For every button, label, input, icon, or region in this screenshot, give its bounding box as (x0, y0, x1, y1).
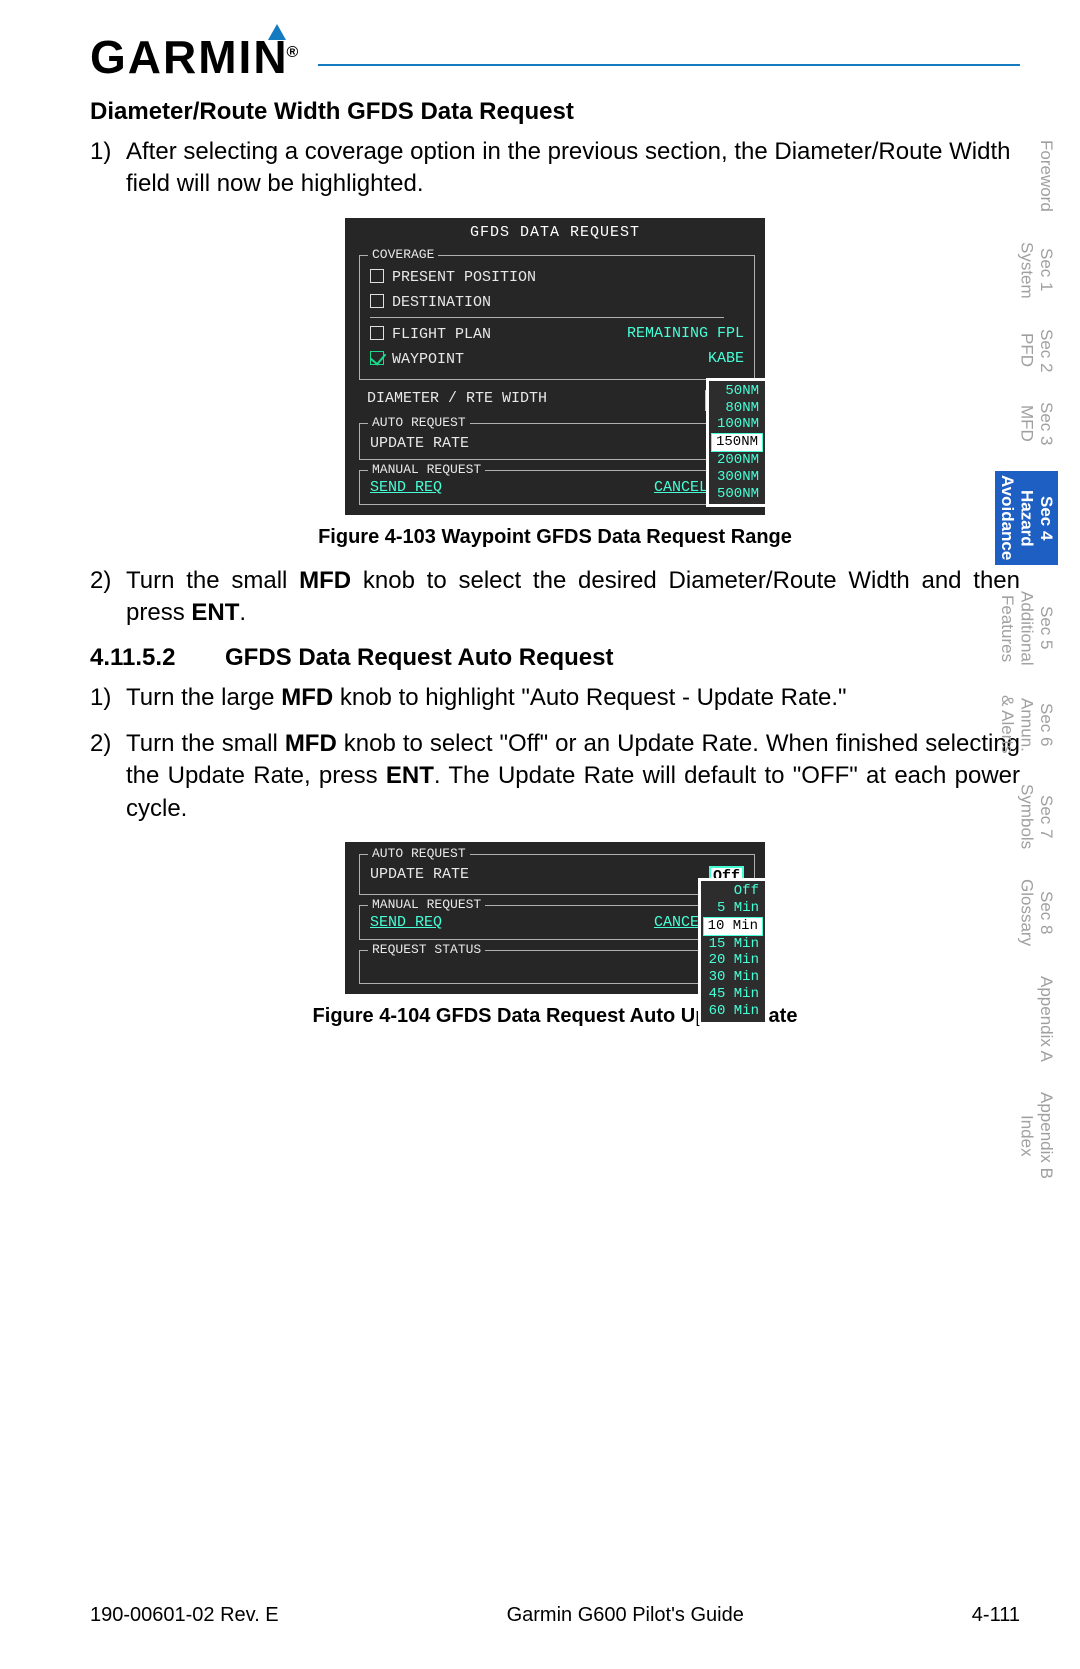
screen-title: GFDS DATA REQUEST (345, 218, 765, 247)
step-number: 1) (90, 136, 126, 201)
coverage-legend: COVERAGE (368, 247, 438, 262)
coverage-present: PRESENT POSITION (370, 264, 744, 289)
checkbox-icon (370, 294, 384, 308)
update-rate-line: UPDATE RATE (370, 432, 744, 455)
checkbox-checked-icon (370, 351, 384, 365)
dropdown-option: 200NM (711, 452, 763, 469)
footer-center: Garmin G600 Pilot's Guide (507, 1604, 744, 1627)
rate-dropdown: Off5 Min10 Min15 Min20 Min30 Min45 Min60… (698, 878, 768, 1024)
figure-104-caption: Figure 4-104 GFDS Data Request Auto Upda… (90, 1005, 1020, 1028)
update-rate-line-2: UPDATE RATE Off (370, 863, 744, 890)
step-number: 2) (90, 565, 126, 630)
tab-sec1[interactable]: Sec 1 System (995, 238, 1058, 303)
tab-appendix-b[interactable]: Appendix B Index (995, 1088, 1058, 1183)
registered-mark: ® (287, 44, 301, 61)
auto-legend: AUTO REQUEST (368, 415, 470, 430)
tab-sec6[interactable]: Sec 6 Annun. & Alerts (995, 691, 1058, 758)
garmin-logo: GARMIN® (90, 30, 300, 84)
dropdown-option: 5 Min (703, 900, 763, 917)
page-header: GARMIN® (90, 30, 1020, 84)
auto-request-group: AUTO REQUEST UPDATE RATE (359, 423, 755, 460)
step-text: After selecting a coverage option in the… (126, 136, 1020, 201)
figure-103-caption: Figure 4-103 Waypoint GFDS Data Request … (90, 526, 1020, 549)
section-number: 4.11.5.2 (90, 644, 225, 672)
wpt-value: KABE (708, 350, 744, 367)
button-row: SEND REQ CANCEL REQ (370, 477, 744, 498)
step-text: Turn the small MFD knob to select "Off" … (126, 728, 1020, 825)
dropdown-option: 20 Min (703, 952, 763, 969)
dropdown-option: 300NM (711, 469, 763, 486)
side-tabs: Foreword Sec 1 System Sec 2 PFD Sec 3 MF… (995, 136, 1058, 1183)
coverage-group: COVERAGE PRESENT POSITION DESTINATION FL… (359, 255, 755, 380)
status-legend: REQUEST STATUS (368, 942, 485, 957)
dropdown-option: 60 Min (703, 1003, 763, 1020)
dropdown-option: 15 Min (703, 936, 763, 953)
step-number: 1) (90, 682, 126, 714)
fpl-value: REMAINING FPL (627, 325, 744, 342)
gfds-screen-1: GFDS DATA REQUEST COVERAGE PRESENT POSIT… (345, 215, 765, 518)
tab-sec4-active[interactable]: Sec 4 Hazard Avoidance (995, 471, 1058, 564)
dropdown-option: 500NM (711, 486, 763, 503)
header-rule (318, 64, 1020, 66)
checkbox-icon (370, 269, 384, 283)
coverage-wpt: WAYPOINT KABE (370, 346, 744, 371)
gfds-screen-2: AUTO REQUEST UPDATE RATE Off MANUAL REQU… (345, 839, 765, 997)
figure-103: GFDS DATA REQUEST COVERAGE PRESENT POSIT… (90, 215, 1020, 518)
tab-sec3[interactable]: Sec 3 MFD (995, 398, 1058, 449)
button-row-2: SEND REQ CANCEL REQ (370, 912, 744, 933)
logo-triangle-icon (268, 24, 286, 40)
section1-steps: 1) After selecting a coverage option in … (90, 136, 1020, 201)
section-title-diameter: Diameter/Route Width GFDS Data Request (90, 98, 1020, 126)
send-req-button-2: SEND REQ (370, 914, 442, 931)
manual-legend: MANUAL REQUEST (368, 462, 485, 477)
manual-legend-2: MANUAL REQUEST (368, 897, 485, 912)
section1-steps-cont: 2) Turn the small MFD knob to select the… (90, 565, 1020, 630)
dropdown-option: Off (703, 883, 763, 900)
logo-text: GARMIN (90, 31, 289, 83)
step-2-2: 2) Turn the small MFD knob to select "Of… (90, 728, 1020, 825)
request-status-group: REQUEST STATUS (359, 950, 755, 984)
step-number: 2) (90, 728, 126, 825)
dropdown-option: 45 Min (703, 986, 763, 1003)
dropdown-option: 80NM (711, 400, 763, 417)
tab-sec7[interactable]: Sec 7 Symbols (995, 780, 1058, 853)
section-title-auto-request: 4.11.5.2GFDS Data Request Auto Request (90, 644, 1020, 672)
tab-foreword[interactable]: Foreword (995, 136, 1058, 216)
step-1-2: 2) Turn the small MFD knob to select the… (90, 565, 1020, 630)
dropdown-option: 10 Min (703, 917, 763, 936)
range-dropdown: 50NM80NM100NM150NM200NM300NM500NM (706, 378, 768, 508)
footer-right: 4-111 (972, 1604, 1020, 1627)
tab-appendix-a[interactable]: Appendix A (995, 972, 1058, 1066)
step-2-1: 1) Turn the large MFD knob to highlight … (90, 682, 1020, 714)
page-footer: 190-00601-02 Rev. E Garmin G600 Pilot's … (90, 1604, 1020, 1627)
step-text: Turn the large MFD knob to highlight "Au… (126, 682, 1020, 714)
send-req-button: SEND REQ (370, 479, 442, 496)
tab-sec2[interactable]: Sec 2 PFD (995, 325, 1058, 376)
dropdown-option: 30 Min (703, 969, 763, 986)
auto-request-group-2: AUTO REQUEST UPDATE RATE Off (359, 854, 755, 895)
coverage-fpl: FLIGHT PLAN REMAINING FPL (370, 321, 744, 346)
tab-sec8[interactable]: Sec 8 Glossary (995, 875, 1058, 950)
step-text: Turn the small MFD knob to select the de… (126, 565, 1020, 630)
diameter-line: DIAMETER / RTE WIDTH 50NM (345, 390, 765, 415)
manual-request-group-2: MANUAL REQUEST SEND REQ CANCEL REQ (359, 905, 755, 940)
dropdown-option: 50NM (711, 383, 763, 400)
dropdown-option: 100NM (711, 416, 763, 433)
auto-legend-2: AUTO REQUEST (368, 846, 470, 861)
footer-left: 190-00601-02 Rev. E (90, 1604, 279, 1627)
checkbox-icon (370, 326, 384, 340)
section2-steps: 1) Turn the large MFD knob to highlight … (90, 682, 1020, 826)
divider (370, 317, 724, 318)
coverage-dest: DESTINATION (370, 289, 744, 314)
dropdown-option: 150NM (711, 433, 763, 452)
tab-sec5[interactable]: Sec 5 Additional Features (995, 587, 1058, 670)
manual-request-group: MANUAL REQUEST SEND REQ CANCEL REQ (359, 470, 755, 505)
step-1-1: 1) After selecting a coverage option in … (90, 136, 1020, 201)
figure-104: AUTO REQUEST UPDATE RATE Off MANUAL REQU… (90, 839, 1020, 997)
